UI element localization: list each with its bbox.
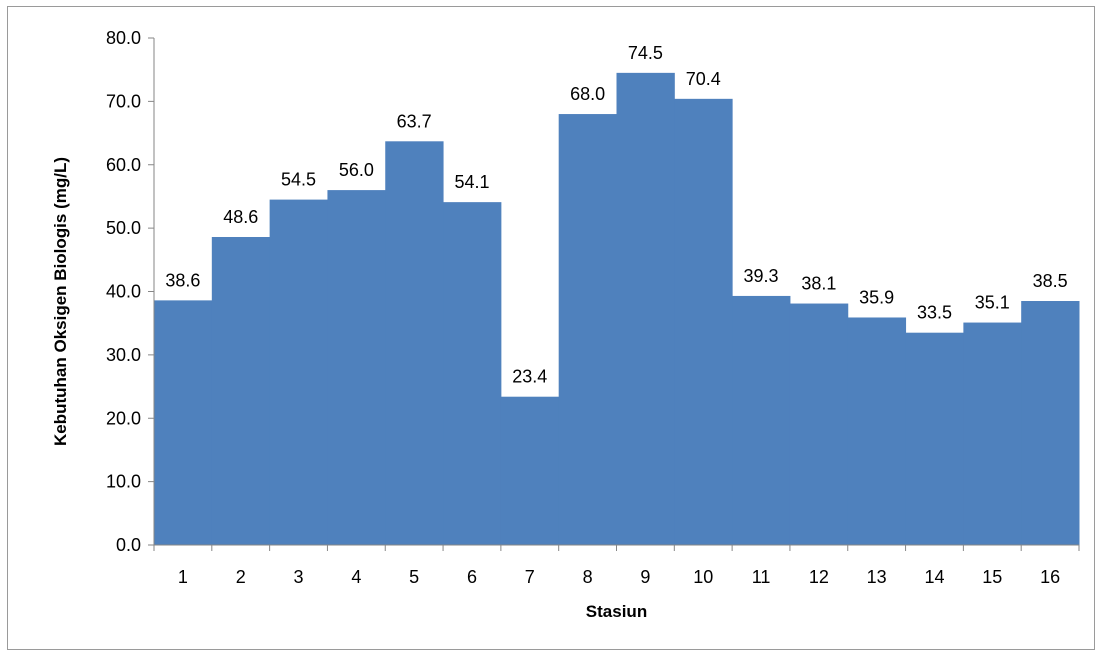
data-label: 63.7 bbox=[397, 111, 432, 131]
data-label: 74.5 bbox=[628, 43, 663, 63]
y-tick-label: 60.0 bbox=[106, 155, 141, 175]
y-axis-title: Kebutuhan Oksigen Biologis (mg/L) bbox=[51, 157, 70, 446]
bar bbox=[385, 141, 444, 545]
data-label: 68.0 bbox=[570, 84, 605, 104]
bar bbox=[154, 300, 213, 545]
data-label: 38.1 bbox=[801, 274, 836, 294]
bar bbox=[674, 98, 733, 545]
data-label: 35.9 bbox=[859, 287, 894, 307]
x-tick-label: 8 bbox=[583, 567, 593, 587]
y-tick-label: 40.0 bbox=[106, 282, 141, 302]
bar bbox=[732, 295, 791, 545]
data-label: 38.6 bbox=[165, 270, 200, 290]
y-tick-label: 50.0 bbox=[106, 218, 141, 238]
bar bbox=[905, 332, 964, 545]
x-tick-label: 4 bbox=[351, 567, 361, 587]
data-label: 48.6 bbox=[223, 207, 258, 227]
data-label: 70.4 bbox=[686, 69, 721, 89]
x-axis-title: Stasiun bbox=[586, 602, 647, 621]
x-tick-label: 14 bbox=[924, 567, 944, 587]
data-label: 38.5 bbox=[1033, 271, 1068, 291]
data-labels: 38.6 48.6 54.5 56.0 63.7 54.1 23.4 68.0 74.5 70.4… bbox=[165, 43, 1067, 387]
x-axis-ticks: 1 2 3 4 5 6 7 8 9 10 11 12 13 14 15 16 bbox=[153, 545, 1080, 587]
x-tick-label: 3 bbox=[294, 567, 304, 587]
data-label: 39.3 bbox=[744, 266, 779, 286]
bar bbox=[211, 236, 271, 545]
bars bbox=[154, 72, 1080, 546]
bar bbox=[789, 303, 849, 545]
x-tick-label: 6 bbox=[467, 567, 477, 587]
y-tick-label: 0.0 bbox=[116, 535, 141, 555]
x-tick-label: 15 bbox=[982, 567, 1002, 587]
bar bbox=[500, 396, 560, 545]
x-tick-label: 10 bbox=[693, 567, 713, 587]
x-tick-label: 13 bbox=[867, 567, 887, 587]
bar bbox=[847, 317, 907, 545]
y-tick-label: 80.0 bbox=[106, 28, 141, 48]
x-tick-label: 1 bbox=[178, 567, 188, 587]
data-label: 54.1 bbox=[454, 172, 489, 192]
bar bbox=[443, 202, 502, 546]
x-tick-label: 9 bbox=[640, 567, 650, 587]
y-tick-label: 20.0 bbox=[106, 408, 141, 428]
y-tick-label: 30.0 bbox=[106, 345, 141, 365]
y-axis-ticks: 0.0 10.0 20.0 30.0 40.0 50.0 60.0 70.0 80.0 bbox=[106, 28, 154, 555]
bar bbox=[1021, 301, 1080, 545]
bar bbox=[327, 190, 386, 545]
y-tick-label: 70.0 bbox=[106, 91, 141, 111]
x-tick-label: 5 bbox=[409, 567, 419, 587]
bar bbox=[963, 322, 1022, 545]
bar bbox=[269, 199, 328, 545]
x-tick-label: 7 bbox=[525, 567, 535, 587]
x-tick-label: 2 bbox=[236, 567, 246, 587]
bar bbox=[558, 114, 617, 546]
x-tick-label: 12 bbox=[809, 567, 829, 587]
data-label: 35.1 bbox=[975, 293, 1010, 313]
x-tick-label: 16 bbox=[1040, 567, 1060, 587]
data-label: 33.5 bbox=[917, 303, 952, 323]
x-tick-label: 11 bbox=[752, 567, 771, 587]
bar bbox=[616, 72, 675, 545]
data-label: 56.0 bbox=[339, 160, 374, 180]
y-tick-label: 10.0 bbox=[106, 472, 141, 492]
data-label: 23.4 bbox=[512, 367, 547, 387]
data-label: 54.5 bbox=[281, 170, 316, 190]
